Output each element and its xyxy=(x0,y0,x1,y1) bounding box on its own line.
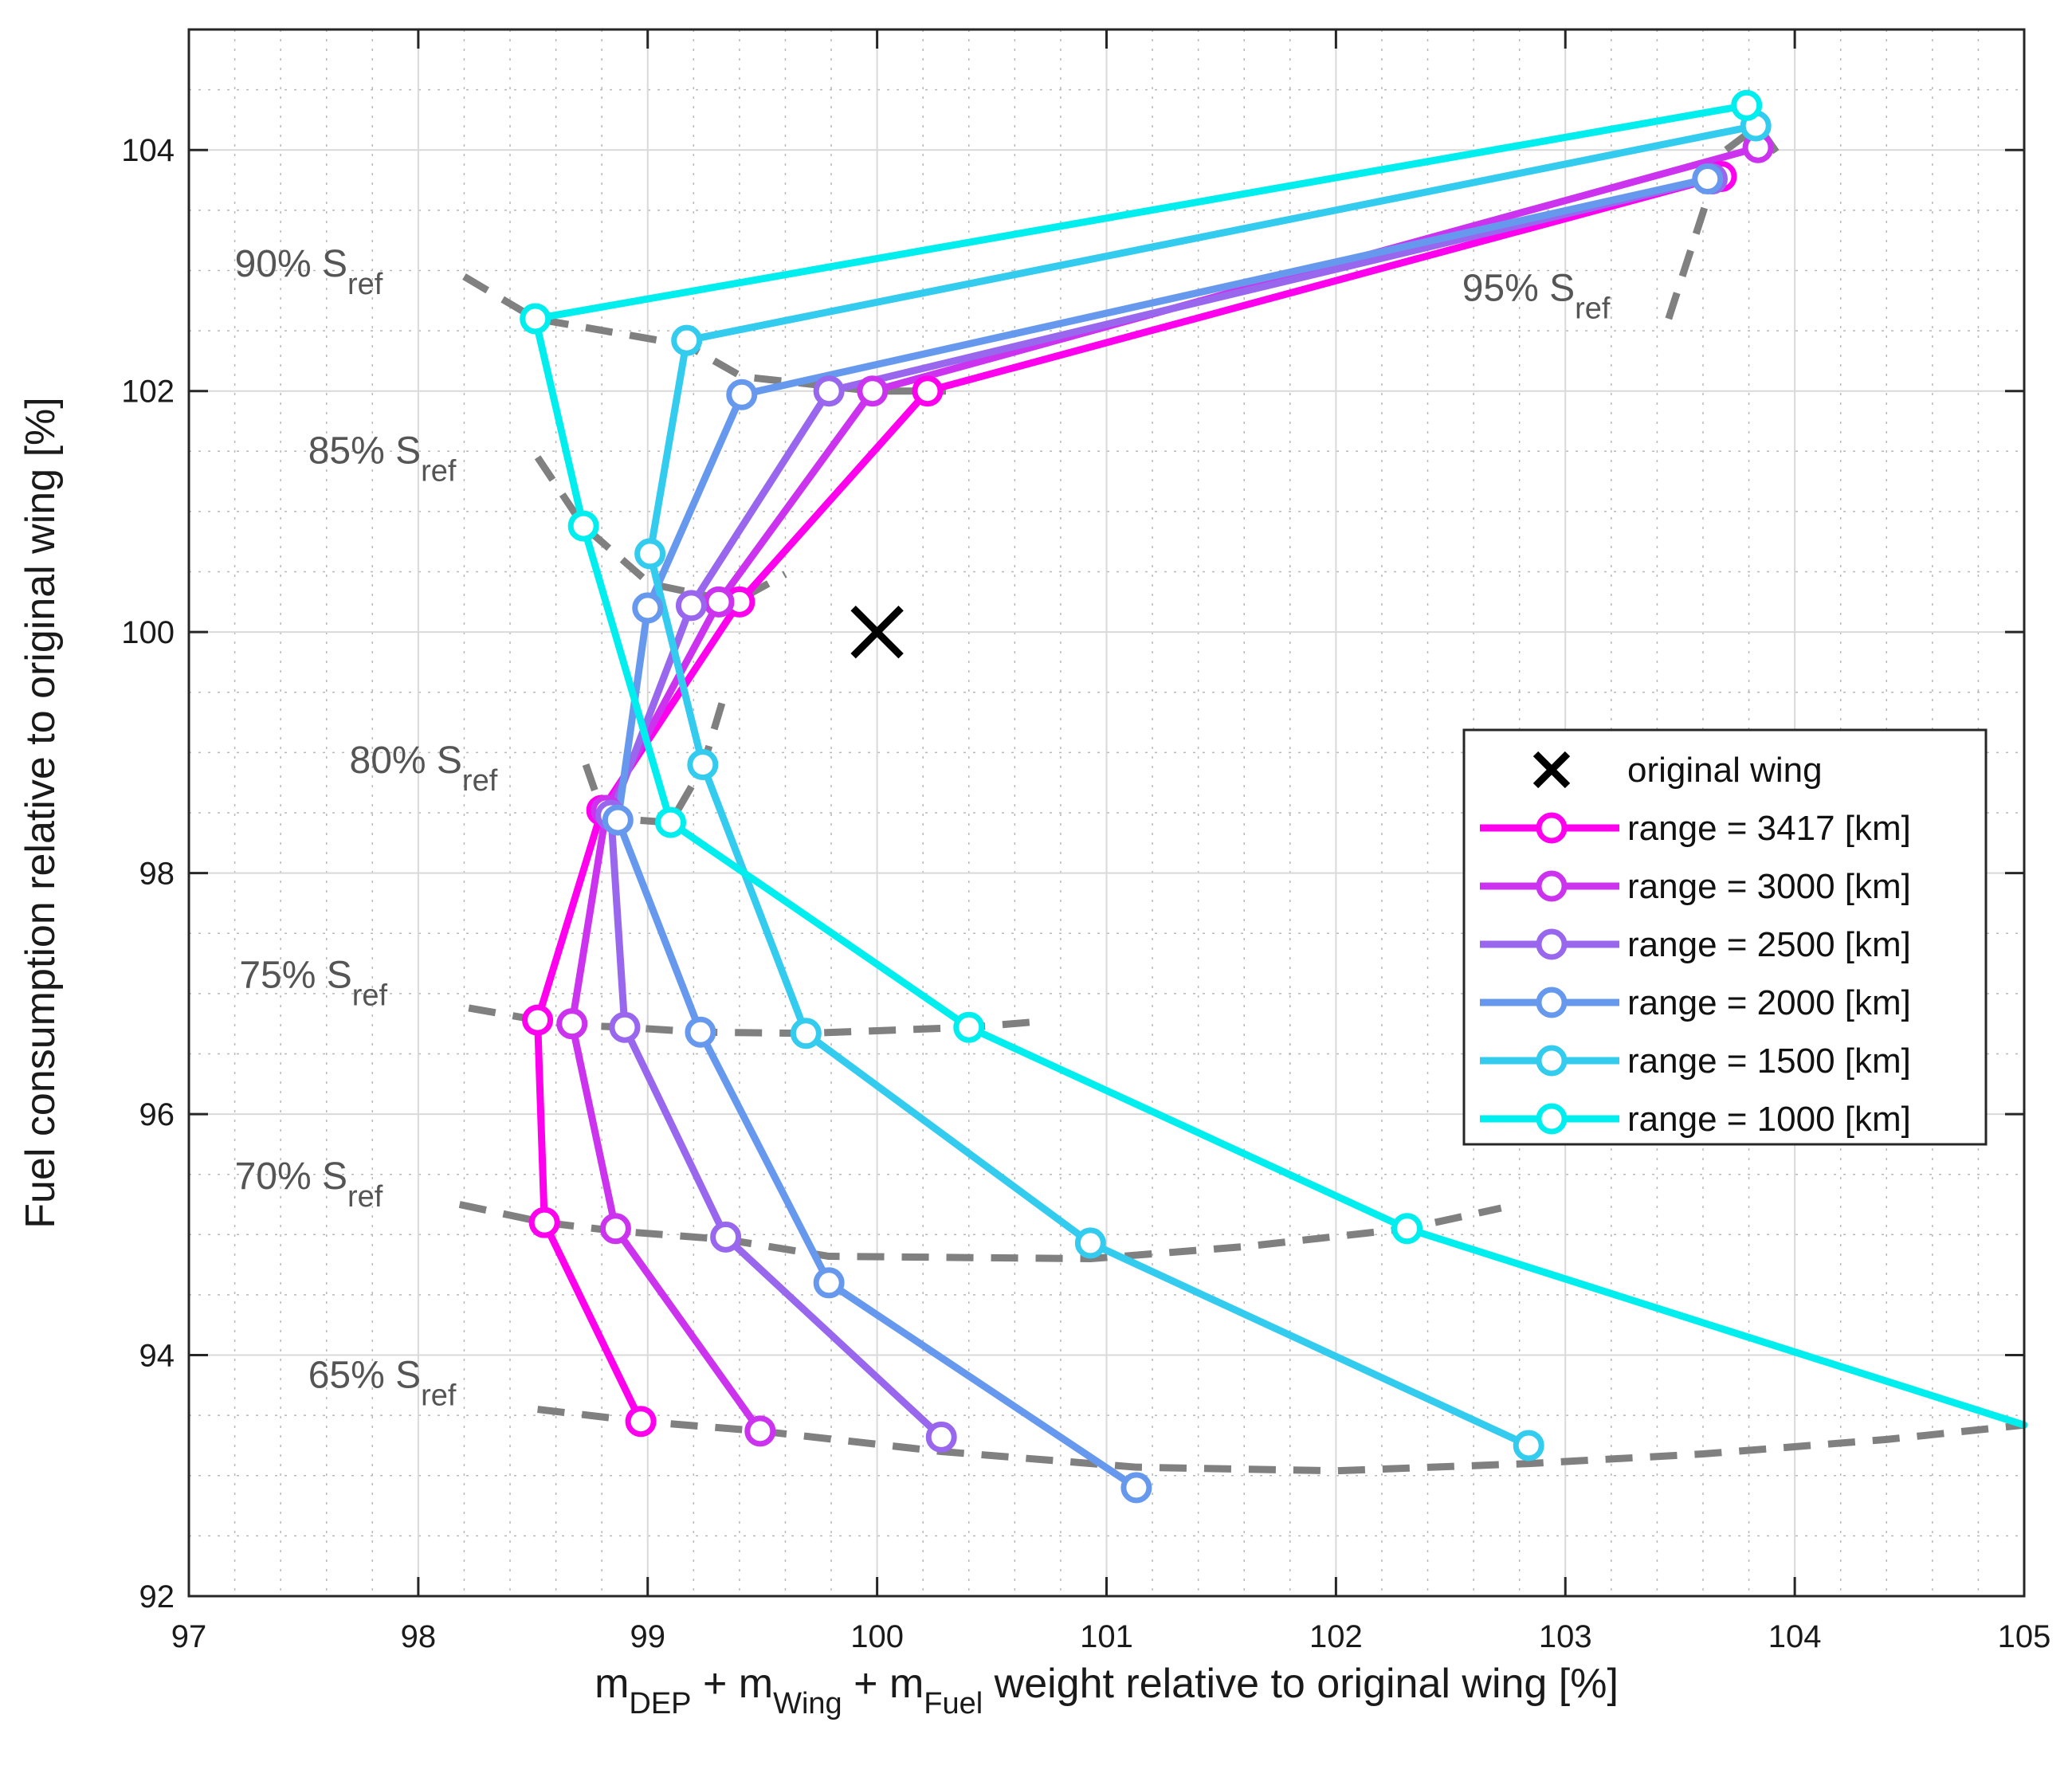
data-point-marker xyxy=(1513,1430,1544,1461)
data-point-marker xyxy=(703,586,735,618)
sref-label: 80% Sref xyxy=(350,740,498,798)
axis-ticks xyxy=(187,29,2026,1598)
data-point-marker xyxy=(953,1011,985,1043)
data-point-marker xyxy=(675,590,707,622)
y-tick-label: 104 xyxy=(121,133,175,168)
data-point-marker xyxy=(813,375,845,407)
y-tick-label: 102 xyxy=(121,375,175,410)
legend-label: range = 1500 [km] xyxy=(1627,1042,1911,1081)
legend-marker-swatch xyxy=(1536,812,1568,844)
x-tick-label: 102 xyxy=(1309,1619,1363,1654)
x-tick-label: 105 xyxy=(1998,1619,2051,1654)
y-tick-labels: 92 94 96 98 100 102 104 xyxy=(121,133,175,1614)
original-wing-cross xyxy=(850,605,904,659)
data-point-marker xyxy=(522,1004,554,1036)
data-point-marker xyxy=(567,510,599,542)
sref-label: 65% Sref xyxy=(308,1354,457,1412)
data-point-marker xyxy=(625,1406,657,1438)
data-point-marker xyxy=(1731,89,1763,121)
x-tick-label: 97 xyxy=(171,1619,207,1654)
data-point-marker xyxy=(1074,1227,1106,1259)
legend-label: range = 2500 [km] xyxy=(1627,925,1911,964)
sref-label: 85% Sref xyxy=(308,430,457,488)
data-point-marker xyxy=(671,324,703,356)
x-axis-title: mDEP + mWing + mFuel weight relative to … xyxy=(595,1661,1619,1720)
sref-curve xyxy=(537,1406,2025,1475)
data-point-marker xyxy=(857,375,889,407)
legend-original-wing-icon xyxy=(1532,751,1571,789)
data-point-marker xyxy=(556,1008,588,1040)
legend-label: original wing xyxy=(1627,751,1823,790)
data-point-marker xyxy=(685,1016,716,1048)
x-tick-label: 100 xyxy=(850,1619,904,1654)
data-point-marker xyxy=(528,1206,560,1238)
data-point-marker xyxy=(710,1221,742,1253)
y-tick-label: 92 xyxy=(139,1579,175,1614)
legend-marker-swatch xyxy=(1536,928,1568,960)
y-tick-label: 94 xyxy=(139,1339,175,1374)
data-point-marker xyxy=(790,1018,822,1049)
legend-label: range = 3417 [km] xyxy=(1627,809,1911,848)
y-tick-label: 96 xyxy=(139,1097,175,1132)
data-point-marker xyxy=(726,379,758,410)
sref-label: 75% Sref xyxy=(239,954,387,1012)
data-point-marker xyxy=(925,1421,957,1453)
data-point-marker xyxy=(602,804,634,836)
sref-label: 95% Sref xyxy=(1462,267,1611,325)
data-point-marker xyxy=(1692,163,1724,195)
legend-marker-swatch xyxy=(1536,1045,1568,1077)
data-point-marker xyxy=(1391,1213,1423,1245)
x-tick-label: 103 xyxy=(1539,1619,1592,1654)
data-point-marker xyxy=(1120,1472,1152,1504)
legend-label: range = 1000 [km] xyxy=(1627,1100,1911,1139)
original-wing-marker xyxy=(850,605,904,659)
legend-marker-swatch xyxy=(1536,870,1568,902)
sref-curve xyxy=(468,1004,1043,1038)
data-point-marker xyxy=(655,806,687,838)
data-point-marker xyxy=(599,1213,631,1245)
x-tick-label: 98 xyxy=(401,1619,437,1654)
series-markers xyxy=(520,89,1774,1504)
sref-labels: 90% Sref 85% Sref 80% Sref 75% Sref 70% Sref… xyxy=(235,243,1611,1412)
x-tick-labels: 97 98 99 100 101 102 103 104 105 xyxy=(171,1619,2051,1654)
data-point-marker xyxy=(609,1011,641,1043)
x-tick-label: 101 xyxy=(1080,1619,1133,1654)
sref-label: 90% Sref xyxy=(235,243,383,301)
data-point-marker xyxy=(632,592,664,624)
data-point-marker xyxy=(520,303,551,335)
x-tick-label: 104 xyxy=(1768,1619,1822,1654)
legend-label: range = 2000 [km] xyxy=(1627,983,1911,1022)
data-point-marker xyxy=(744,1415,776,1447)
legend-marker-swatch xyxy=(1536,1103,1568,1135)
data-point-marker xyxy=(813,1267,845,1299)
legend-label: range = 3000 [km] xyxy=(1627,867,1911,906)
sref-curve xyxy=(458,1201,1502,1263)
data-point-marker xyxy=(634,538,666,570)
y-axis-title: Fuel consumption relative to original wi… xyxy=(18,397,64,1228)
sref-label: 70% Sref xyxy=(235,1155,383,1214)
legend: original wing range = 3417 [km] range = 30… xyxy=(1462,728,1988,1146)
data-point-marker xyxy=(687,749,719,781)
x-tick-label: 99 xyxy=(630,1619,666,1654)
data-point-marker xyxy=(912,375,944,407)
y-tick-label: 100 xyxy=(121,615,175,650)
legend-marker-swatch xyxy=(1536,987,1568,1018)
y-tick-label: 98 xyxy=(139,857,175,892)
